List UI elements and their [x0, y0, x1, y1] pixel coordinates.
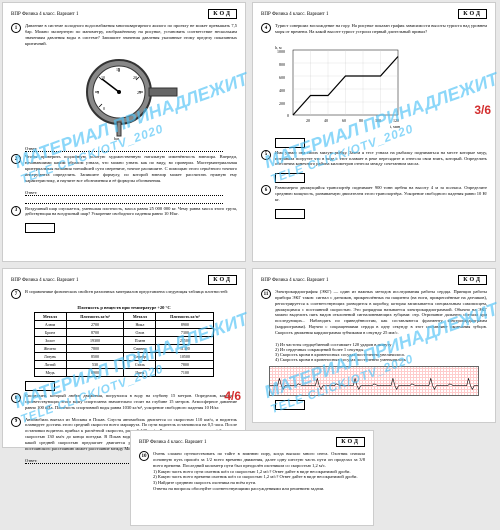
question-2: 2 Чтобы проверить подлинную золотую худо…	[11, 154, 237, 183]
ecg-chart	[269, 366, 479, 396]
qnum-4: 4	[261, 23, 271, 33]
kod-box: КОД	[458, 9, 487, 19]
kod-box: КОД	[208, 275, 237, 285]
question-6: 6 Равномерно движущийся транспортёр подн…	[261, 185, 487, 203]
answer-box-5	[275, 173, 305, 183]
svg-text:600: 600	[279, 75, 285, 80]
score-red-2: 4/6	[224, 389, 241, 403]
svg-text:60: 60	[342, 118, 346, 123]
qnum-9: 9	[11, 417, 21, 427]
svg-text:5: 5	[97, 90, 99, 95]
header-title: ВПР Физика 4 класс. Вариант 1	[261, 278, 328, 283]
page-header-2: ВПР Физика 4 класс. Вариант 1 КОД	[261, 9, 487, 19]
question-11: 11 Электрокардиография (ЭКГ) — один из в…	[261, 289, 487, 336]
page-2: ВПР Физика 4 класс. Вариант 1 КОД 4 Тури…	[252, 2, 496, 262]
answer-line-1: Ответ:	[25, 146, 223, 152]
qtext-5: Имя узнаю она своих милую рыбку. Затем я…	[275, 150, 487, 168]
answer-box-6	[275, 209, 305, 219]
answer-box-4	[275, 138, 305, 148]
kod-box: КОД	[458, 275, 487, 285]
height-time-chart: 1000800 600400 2000 2040 6080 100120 h, …	[275, 45, 405, 130]
page-4: ВПР Физика 4 класс. Вариант 1 КОД 11 Эле…	[252, 268, 496, 423]
header-title: ВПР Физика 4 класс. Вариант 1	[139, 440, 206, 445]
page-1: ВПР Физика 4 класс. Вариант 1 КОД 1 Давл…	[2, 2, 246, 262]
page-3: ВПР Физика 4 класс. Вариант 1 КОД 7 В сп…	[2, 268, 246, 448]
qnum-2: 2	[11, 154, 21, 164]
qnum-10: 10	[139, 451, 149, 461]
kod-box: КОД	[336, 437, 365, 447]
page-header-4: ВПР Физика 4 класс. Вариант 1 КОД	[261, 275, 487, 285]
qnum-8: 8	[11, 393, 21, 403]
svg-text:80: 80	[359, 118, 363, 123]
svg-text:400: 400	[279, 88, 285, 93]
qnum-1: 1	[11, 23, 21, 33]
page-header: ВПР Физика 4 класс. Вариант 1 КОД	[11, 9, 237, 19]
svg-text:40: 40	[324, 118, 328, 123]
answer-box-7	[25, 381, 55, 391]
qtext-10: Очень сложно путешествовать по тайге в з…	[153, 451, 365, 492]
svg-text:120: 120	[393, 118, 399, 123]
answer-line-2b	[25, 198, 223, 204]
page-header-3: ВПР Физика 4 класс. Вариант 1 КОД	[11, 275, 237, 285]
qtext-3: Воздушный шар спускается, уменьшая плотн…	[25, 206, 237, 218]
qtext-2: Чтобы проверить подлинную золотую художе…	[25, 154, 237, 183]
question-8: 8 Спортсмен, который любит движения, пог…	[11, 393, 237, 411]
header-title: ВПР Физика 4 класс. Вариант 1	[261, 12, 328, 17]
qtext-4: Турист совершил восхождение на гору. На …	[275, 23, 487, 35]
qtext-1: Давление в системе холодного водоснабжен…	[25, 23, 237, 46]
header-title: ВПР Физика 4 класс. Вариант 1	[11, 12, 78, 17]
svg-text:15: 15	[116, 67, 120, 72]
opt4: 4) Скорость крови в кровеносных сосудах …	[275, 357, 487, 362]
qnum-5: 5	[261, 150, 271, 160]
density-table: Плотность р веществ при температуре +20 …	[34, 305, 215, 377]
score-red-1: 3/6	[474, 103, 491, 117]
qtext-8: Спортсмен, который любит движения, погру…	[25, 393, 237, 411]
qtext-7: В справочнике физических свойств различн…	[25, 289, 237, 299]
page-header-5: ВПР Физика 4 класс. Вариант 1 КОД	[139, 437, 365, 447]
qnum-3: 3	[11, 206, 21, 216]
svg-text:t, мин: t, мин	[390, 124, 401, 130]
svg-text:200: 200	[279, 101, 285, 106]
answer-box-11	[275, 400, 305, 410]
pressure-gauge-image: 05 1015 2025 bar	[69, 52, 179, 142]
question-10: 10 Очень сложно путешествовать по тайге …	[139, 451, 365, 492]
question-4: 4 Турист совершил восхождение на гору. Н…	[261, 23, 487, 35]
qnum-7: 7	[11, 289, 21, 299]
svg-text:800: 800	[279, 62, 285, 67]
qtext-11: Электрокардиография (ЭКГ) — один из важн…	[275, 289, 487, 336]
question-3: 3 Воздушный шар спускается, уменьшая пло…	[11, 206, 237, 218]
svg-text:0: 0	[287, 113, 289, 118]
question-5: 5 Имя узнаю она своих милую рыбку. Затем…	[261, 150, 487, 168]
qnum-6: 6	[261, 185, 271, 195]
gauge-unit: bar	[114, 136, 120, 141]
svg-text:25: 25	[137, 90, 141, 95]
ecg-options: 1) Из частоты сердцебиений составляет 12…	[275, 342, 487, 362]
svg-text:100: 100	[375, 118, 381, 123]
table-title: Плотность р веществ при температуре +20 …	[34, 305, 215, 310]
question-1: 1 Давление в системе холодного водоснабж…	[11, 23, 237, 46]
page-5: ВПР Физика 4 класс. Вариант 1 КОД 10 Оче…	[130, 430, 374, 526]
kod-box: КОД	[208, 9, 237, 19]
qnum-11: 11	[261, 289, 271, 299]
qtext-6: Равномерно движущийся транспортёр подним…	[275, 185, 487, 203]
question-7: 7 В справочнике физических свойств разли…	[11, 289, 237, 299]
svg-text:20: 20	[306, 118, 310, 123]
svg-text:0: 0	[103, 106, 105, 111]
header-title: ВПР Физика 4 класс. Вариант 1	[11, 278, 78, 283]
answer-line-2a: Ответ:	[25, 190, 223, 196]
answer-box-3	[25, 223, 55, 233]
svg-text:20: 20	[133, 75, 137, 80]
